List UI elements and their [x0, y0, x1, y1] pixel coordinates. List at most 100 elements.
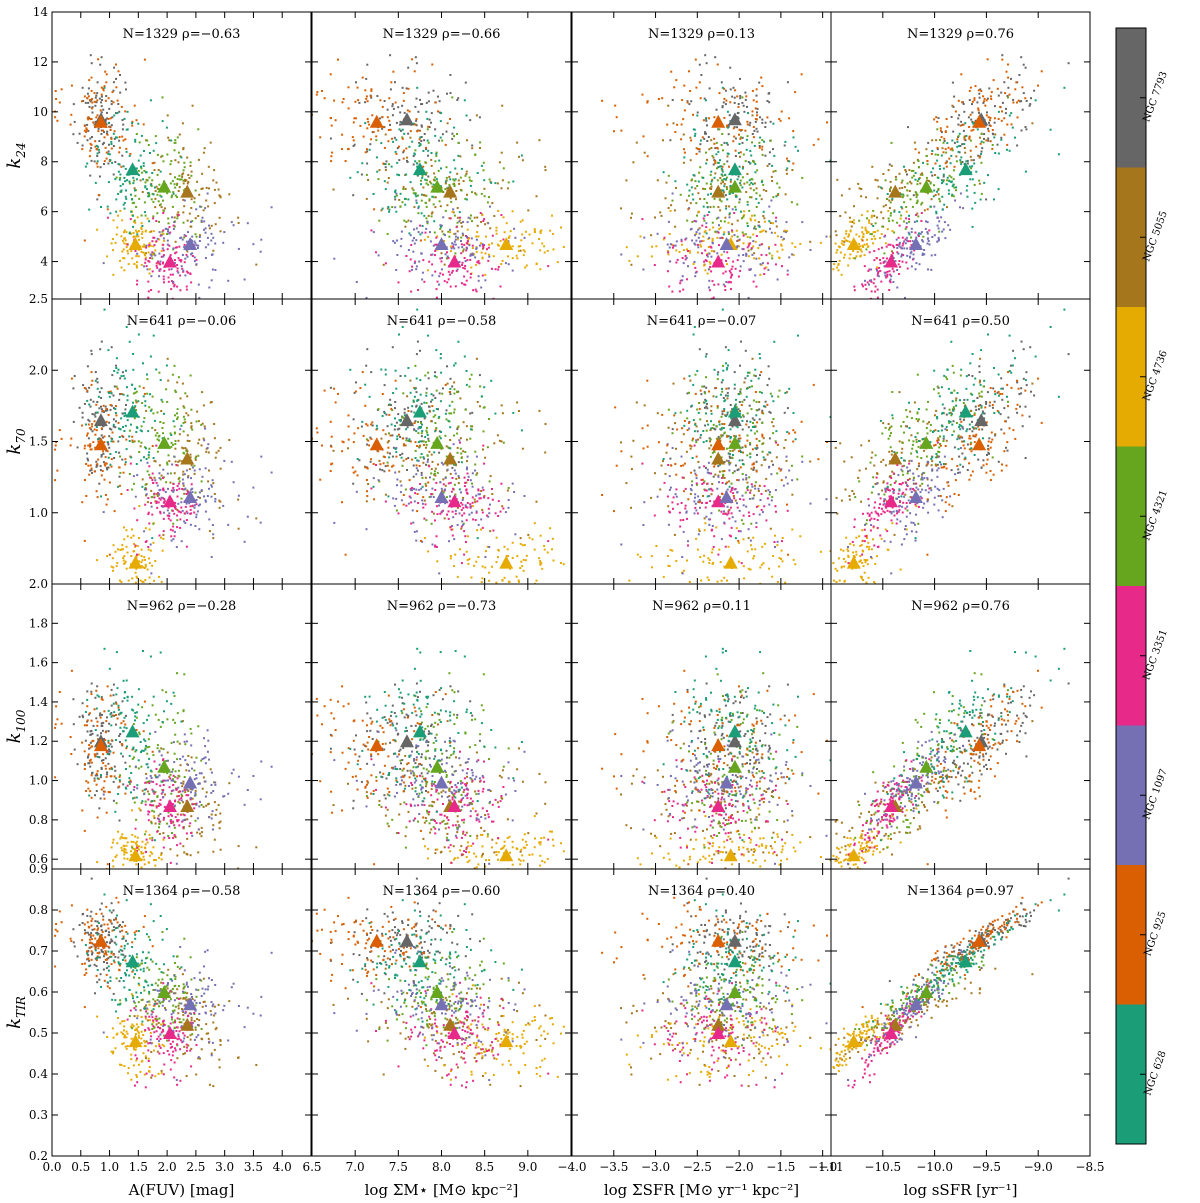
scatter-point [478, 244, 481, 247]
scatter-point [655, 245, 658, 248]
scatter-point [190, 170, 193, 173]
scatter-point [733, 212, 736, 214]
scatter-point [219, 467, 222, 470]
scatter-point [174, 159, 177, 162]
scatter-point [426, 222, 429, 225]
scatter-point [329, 386, 332, 389]
scatter-point [147, 259, 150, 262]
scatter-point [436, 280, 439, 283]
scatter-point [406, 395, 409, 398]
scatter-point [740, 129, 743, 131]
scatter-point [729, 271, 732, 274]
scatter-point [930, 198, 933, 201]
scatter-point [794, 91, 797, 94]
scatter-point [352, 418, 355, 421]
scatter-point [904, 296, 906, 299]
scatter-point [941, 230, 944, 233]
scatter-point [699, 97, 702, 100]
scatter-point [915, 202, 918, 205]
scatter-point [167, 228, 169, 231]
scatter-point [886, 273, 889, 276]
scatter-point [131, 435, 134, 438]
scatter-point [145, 265, 148, 268]
scatter-point [173, 283, 176, 286]
scatter-point [506, 489, 509, 492]
scatter-point [112, 394, 115, 397]
scatter-point [926, 232, 929, 235]
scatter-point [140, 222, 143, 225]
scatter-point [330, 160, 333, 163]
scatter-point [758, 194, 761, 197]
scatter-point [446, 204, 449, 207]
scatter-point [744, 233, 747, 236]
scatter-point [109, 463, 112, 466]
scatter-point [181, 238, 184, 241]
scatter-point [143, 530, 146, 533]
scatter-point [704, 132, 706, 135]
scatter-point [195, 516, 198, 519]
scatter-point [413, 237, 415, 240]
scatter-point [480, 192, 483, 195]
panel-r1-c4: N=1329 ρ=0.76 [820, 11, 1091, 300]
scatter-point [476, 172, 479, 174]
scatter-point [747, 161, 750, 163]
scatter-point [118, 139, 121, 142]
scatter-point [717, 206, 720, 209]
scatter-point [87, 101, 90, 104]
scatter-point [219, 195, 222, 198]
scatter-point [755, 206, 758, 208]
scatter-point [460, 240, 462, 242]
scatter-point [193, 469, 196, 472]
scatter-point [190, 281, 193, 284]
scatter-point [106, 498, 109, 501]
scatter-point [206, 447, 209, 449]
scatter-point [204, 499, 207, 502]
scatter-point [866, 210, 869, 213]
scatter-point [746, 105, 748, 108]
scatter-point [927, 192, 929, 195]
scatter-point [1007, 76, 1010, 79]
scatter-point [702, 205, 705, 208]
scatter-point [392, 107, 395, 110]
scatter-point [202, 151, 205, 154]
scatter-point [726, 110, 729, 113]
scatter-point [206, 192, 209, 195]
scatter-point [176, 183, 178, 186]
scatter-point [315, 93, 318, 96]
scatter-point [101, 143, 104, 146]
scatter-point [752, 189, 755, 192]
scatter-point [349, 176, 352, 179]
scatter-point [820, 231, 822, 233]
scatter-point [123, 117, 126, 120]
scatter-point [161, 96, 164, 99]
scatter-point [1063, 86, 1066, 89]
scatter-point [162, 511, 165, 514]
scatter-point [925, 148, 928, 151]
scatter-point [449, 393, 452, 396]
scatter-point [731, 230, 734, 233]
scatter-point [103, 478, 106, 481]
scatter-point [468, 179, 471, 182]
scatter-point [70, 377, 73, 380]
scatter-point [1020, 129, 1023, 132]
scatter-point [884, 179, 887, 182]
scatter-point [382, 162, 385, 165]
scatter-point [105, 151, 108, 154]
scatter-point [171, 463, 174, 466]
scatter-point [768, 163, 771, 165]
scatter-point [1021, 108, 1024, 111]
scatter-point [144, 503, 147, 506]
scatter-point [703, 198, 706, 200]
scatter-point [987, 116, 990, 119]
scatter-point [384, 166, 387, 169]
scatter-point [949, 162, 952, 165]
scatter-point [516, 401, 519, 404]
scatter-point [158, 575, 161, 578]
scatter-point [971, 178, 974, 181]
scatter-point [177, 376, 180, 379]
scatter-point [431, 63, 434, 66]
scatter-point [988, 87, 991, 90]
scatter-point [83, 95, 86, 98]
scatter-point [860, 195, 863, 198]
scatter-point [758, 146, 761, 149]
